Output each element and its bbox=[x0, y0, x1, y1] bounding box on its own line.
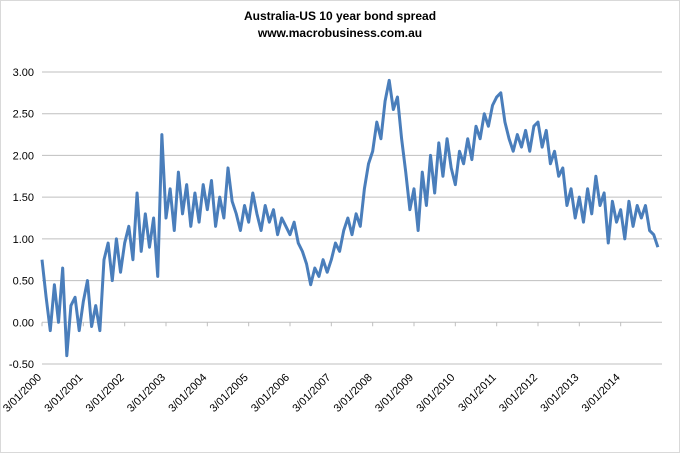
y-tick-label: 3.00 bbox=[13, 67, 34, 79]
chart-subtitle: www.macrobusiness.com.au bbox=[257, 26, 422, 40]
y-tick-label: -0.50 bbox=[9, 359, 34, 371]
data-line bbox=[40, 78, 660, 358]
chart-title: Australia-US 10 year bond spread bbox=[244, 9, 436, 23]
y-tick-label: 2.50 bbox=[13, 109, 34, 121]
y-tick-label: 0.50 bbox=[13, 276, 34, 288]
y-tick-label: 1.50 bbox=[13, 192, 34, 204]
y-tick-label: 2.00 bbox=[13, 150, 34, 162]
y-tick-label: 1.00 bbox=[13, 234, 34, 246]
y-tick-label: 0.00 bbox=[13, 317, 34, 329]
